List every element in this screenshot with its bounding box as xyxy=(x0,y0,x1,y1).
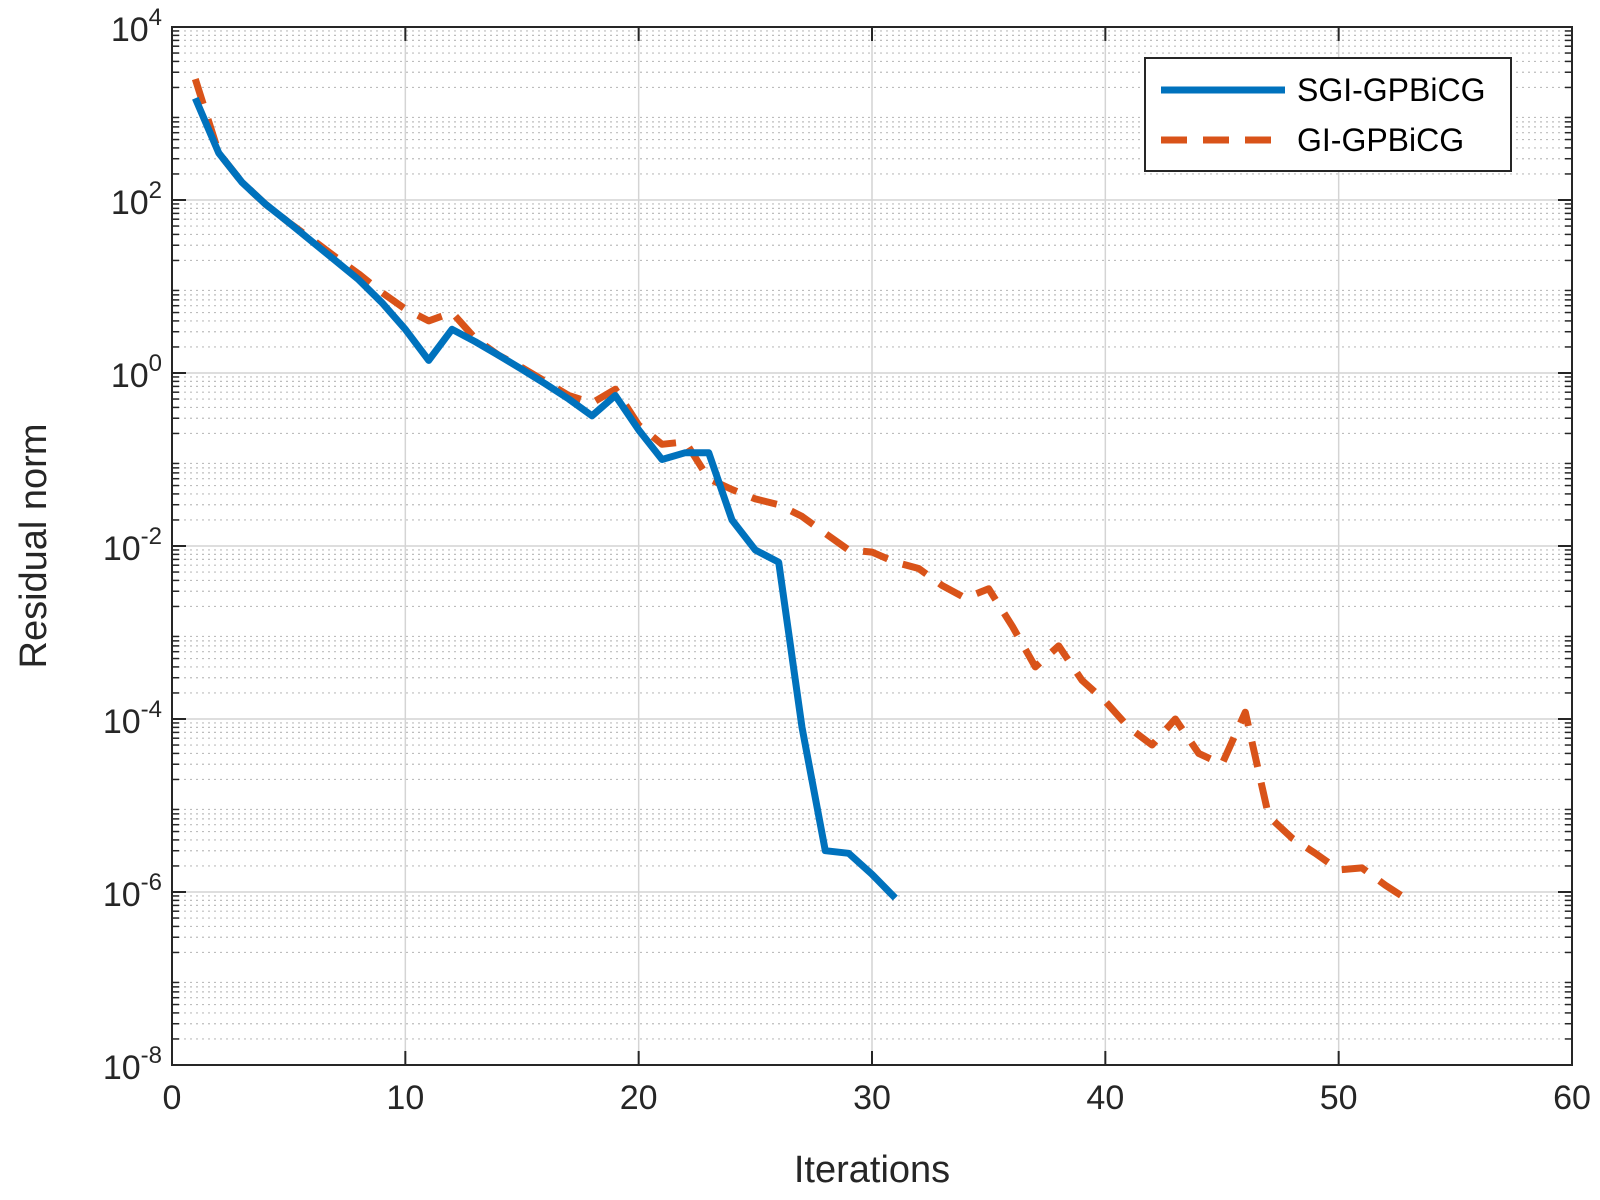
x-tick-label: 10 xyxy=(386,1079,424,1117)
legend-label: GI-GPBiCG xyxy=(1297,122,1464,158)
tick-marks xyxy=(171,26,1573,1066)
series-line-gi-gpbicg xyxy=(191,78,1411,904)
y-tick-label: 104 xyxy=(111,4,162,49)
plot-area: 0 10 20 30 40 50 60 104 102 100 10-2 10-4 10-6 10-8 SG… xyxy=(103,4,1591,1117)
legend-box xyxy=(1144,57,1512,172)
x-tick-label: 0 xyxy=(163,1079,182,1117)
x-tick-label: 50 xyxy=(1320,1079,1358,1117)
x-tick-label: 20 xyxy=(620,1079,658,1117)
y-tick-label: 10-8 xyxy=(103,1042,162,1087)
legend-label: SGI-GPBiCG xyxy=(1297,72,1485,108)
x-axis-label: Iterations xyxy=(794,1149,950,1191)
series-layer xyxy=(191,78,1411,904)
x-tick-label: 40 xyxy=(1086,1079,1124,1117)
legend: SGI-GPBiCG GI-GPBiCG xyxy=(1144,57,1512,172)
x-tick-label: 60 xyxy=(1553,1079,1591,1117)
y-tick-label: 100 xyxy=(111,350,162,395)
y-tick-label: 102 xyxy=(111,177,162,222)
y-tick-label: 10-4 xyxy=(103,696,162,741)
y-tick-label: 10-2 xyxy=(103,523,162,568)
x-tick-label: 30 xyxy=(853,1079,891,1117)
series-line-sgi-gpbicg xyxy=(192,96,898,901)
y-tick-label: 10-6 xyxy=(103,869,162,914)
y-axis-label: Residual norm xyxy=(13,424,55,669)
